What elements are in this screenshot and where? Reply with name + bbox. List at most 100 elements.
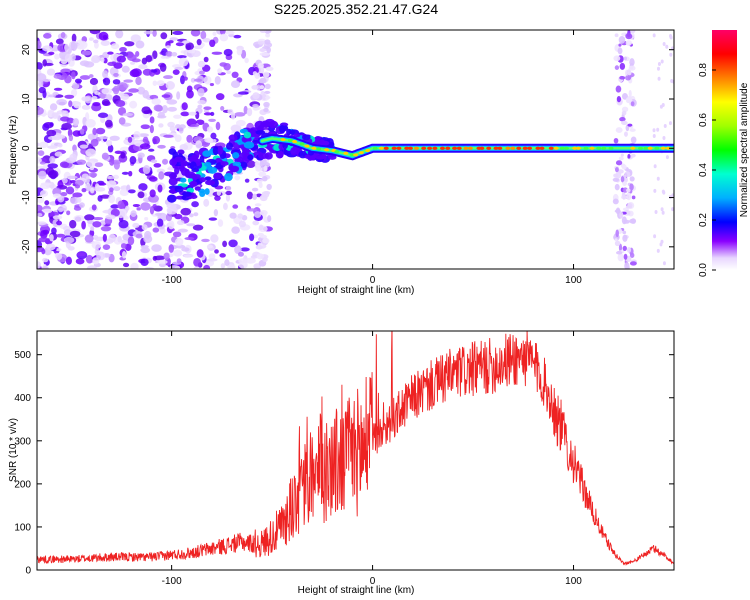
heat-noise-blob [99, 194, 111, 199]
heat-noise-blob [622, 245, 627, 251]
heat-ridge-blob [189, 180, 198, 188]
heat-noise-blob [110, 204, 120, 209]
heat-noise-blob [47, 163, 59, 169]
heat-noise-blob [231, 71, 239, 79]
heat-ridge-blob [199, 190, 206, 197]
heat-noise-blob [54, 151, 63, 157]
heat-noise-blob [72, 192, 83, 198]
heat-noise-blob [250, 255, 259, 259]
snr-xtick-label: 100 [565, 576, 582, 587]
heat-noise-blob [654, 209, 658, 214]
heat-noise-blob [92, 221, 102, 228]
heat-ridge-blob [177, 149, 185, 155]
heat-ridge-blob [258, 153, 269, 160]
heat-noise-blob [90, 226, 95, 231]
heat-noise-blob [121, 250, 127, 259]
heat-ridge-blob [205, 180, 216, 186]
heat-noise-blob [653, 188, 657, 193]
heat-noise-blob [229, 212, 237, 219]
heat-noise-blob [40, 182, 52, 186]
heat-ridge-blob [304, 154, 315, 160]
heat-ridge-blob [321, 140, 330, 146]
heat-noise-blob [215, 121, 221, 131]
heat-noise-blob [230, 112, 236, 120]
heat-noise-blob [263, 101, 270, 108]
heat-noise-blob [38, 170, 47, 180]
heat-noise-blob [114, 150, 123, 154]
heat-noise-blob [629, 261, 637, 266]
heat-noise-blob [225, 190, 232, 196]
heat-noise-blob [627, 123, 633, 127]
heat-noise-blob [619, 76, 626, 80]
heat-noise-blob [207, 137, 214, 143]
heat-noise-blob [37, 204, 43, 212]
heat-noise-blob [157, 226, 165, 230]
heat-noise-blob [41, 248, 46, 255]
heat-noise-blob [257, 40, 265, 45]
heat-tone-core [467, 146, 473, 150]
snr-frame [36, 330, 675, 571]
heat-noise-blob [203, 198, 210, 207]
heat-noise-blob [51, 227, 57, 235]
heat-noise-blob [265, 33, 271, 38]
heat-noise-blob [108, 194, 116, 204]
heat-noise-blob [212, 31, 217, 36]
heat-noise-blob [148, 176, 158, 182]
heat-tone-core [572, 146, 578, 150]
heat-noise-blob [118, 219, 129, 229]
heat-ridge-blob [229, 166, 239, 173]
heat-noise-blob [110, 43, 120, 50]
heat-ridge-blob [293, 133, 301, 138]
heat-ridge-blob [232, 161, 242, 168]
heat-noise-blob [53, 73, 62, 79]
heat-noise-blob [180, 207, 192, 216]
heat-noise-blob [39, 190, 49, 197]
heat-ridge-blob [243, 131, 252, 139]
heat-noise-blob [90, 138, 99, 147]
heat-ridge-blob [180, 167, 188, 176]
heat-ridge-blob [243, 141, 255, 149]
heat-noise-blob [219, 253, 226, 258]
heat-noise-blob [209, 39, 216, 48]
heat-noise-blob [669, 52, 673, 57]
heat-noise-blob [37, 40, 42, 50]
heat-noise-blob [236, 48, 243, 56]
heat-noise-blob [626, 188, 631, 193]
heat-ridge-blob [255, 130, 266, 135]
heat-noise-blob [181, 102, 188, 111]
heat-noise-blob [63, 236, 75, 244]
heat-ridge-blob [213, 172, 222, 180]
heat-noise-blob [251, 187, 259, 192]
heat-noise-blob [159, 63, 167, 72]
heat-ridge-blob [174, 156, 184, 163]
heat-noise-blob [196, 249, 204, 258]
heat-noise-blob [614, 33, 619, 38]
heat-noise-blob [94, 162, 104, 168]
heat-noise-blob [143, 30, 154, 35]
heat-noise-blob [106, 139, 113, 147]
heat-noise-blob [152, 203, 157, 209]
heat-noise-blob [97, 182, 107, 186]
heat-noise-blob [43, 33, 52, 39]
heat-noise-blob [87, 133, 95, 140]
heat-tone-core [445, 146, 451, 150]
heat-noise-blob [117, 82, 128, 91]
heat-tone-core [654, 146, 660, 150]
heat-noise-blob [41, 266, 49, 269]
heat-noise-blob [182, 40, 191, 44]
heat-noise-blob [70, 53, 76, 61]
figure-title: S225.2025.352.21.47.G24 [274, 1, 438, 17]
heat-noise-blob [262, 256, 268, 263]
snr-xtick-label: 0 [370, 576, 376, 587]
heat-noise-blob [137, 86, 146, 95]
heat-noise-blob [73, 104, 82, 109]
heat-tone-core [407, 146, 413, 150]
heat-noise-blob [227, 108, 234, 115]
heat-noise-blob [252, 193, 258, 200]
heat-noise-blob [623, 253, 628, 260]
heat-noise-blob [223, 202, 228, 211]
heat-noise-blob [37, 150, 45, 156]
heat-noise-blob [220, 106, 225, 111]
snr-ytick-label: 100 [14, 522, 31, 533]
heat-noise-blob [130, 262, 139, 269]
